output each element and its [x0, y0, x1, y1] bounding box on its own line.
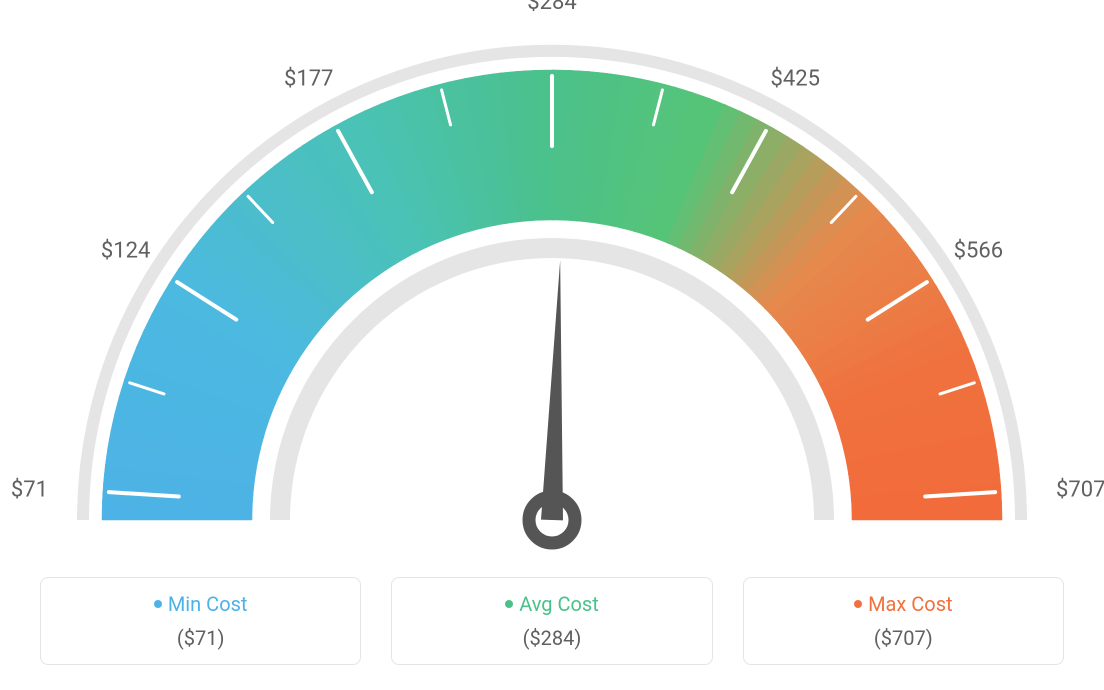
legend-card-max: Max Cost ($707) [743, 577, 1064, 665]
legend-value-min: ($71) [51, 626, 350, 650]
legend-card-avg: Avg Cost ($284) [391, 577, 712, 665]
legend-dot-max [854, 600, 862, 608]
gauge-tick-label: $284 [527, 0, 576, 15]
legend-label-min: Min Cost [168, 592, 248, 616]
legend: Min Cost ($71) Avg Cost ($284) Max Cost … [40, 577, 1064, 665]
legend-title-min: Min Cost [51, 592, 350, 616]
legend-title-max: Max Cost [754, 592, 1053, 616]
legend-label-max: Max Cost [868, 592, 953, 616]
gauge-needle [541, 260, 563, 520]
legend-dot-min [154, 600, 162, 608]
legend-label-avg: Avg Cost [519, 592, 599, 616]
gauge-svg: $71 $124 $177 $284 $425 $566 $707 [0, 0, 1104, 560]
legend-card-min: Min Cost ($71) [40, 577, 361, 665]
legend-value-avg: ($284) [402, 626, 701, 650]
gauge-chart: $71 $124 $177 $284 $425 $566 $707 [0, 0, 1104, 560]
legend-title-avg: Avg Cost [402, 592, 701, 616]
gauge-tick-label: $71 [11, 477, 48, 502]
gauge-tick-label: $177 [284, 66, 333, 91]
legend-dot-avg [505, 600, 513, 608]
legend-value-max: ($707) [754, 626, 1053, 650]
gauge-tick-label: $124 [101, 238, 150, 263]
gauge-tick-label: $707 [1056, 477, 1104, 502]
gauge-tick-label: $566 [954, 238, 1003, 263]
gauge-tick-label: $425 [771, 66, 820, 91]
